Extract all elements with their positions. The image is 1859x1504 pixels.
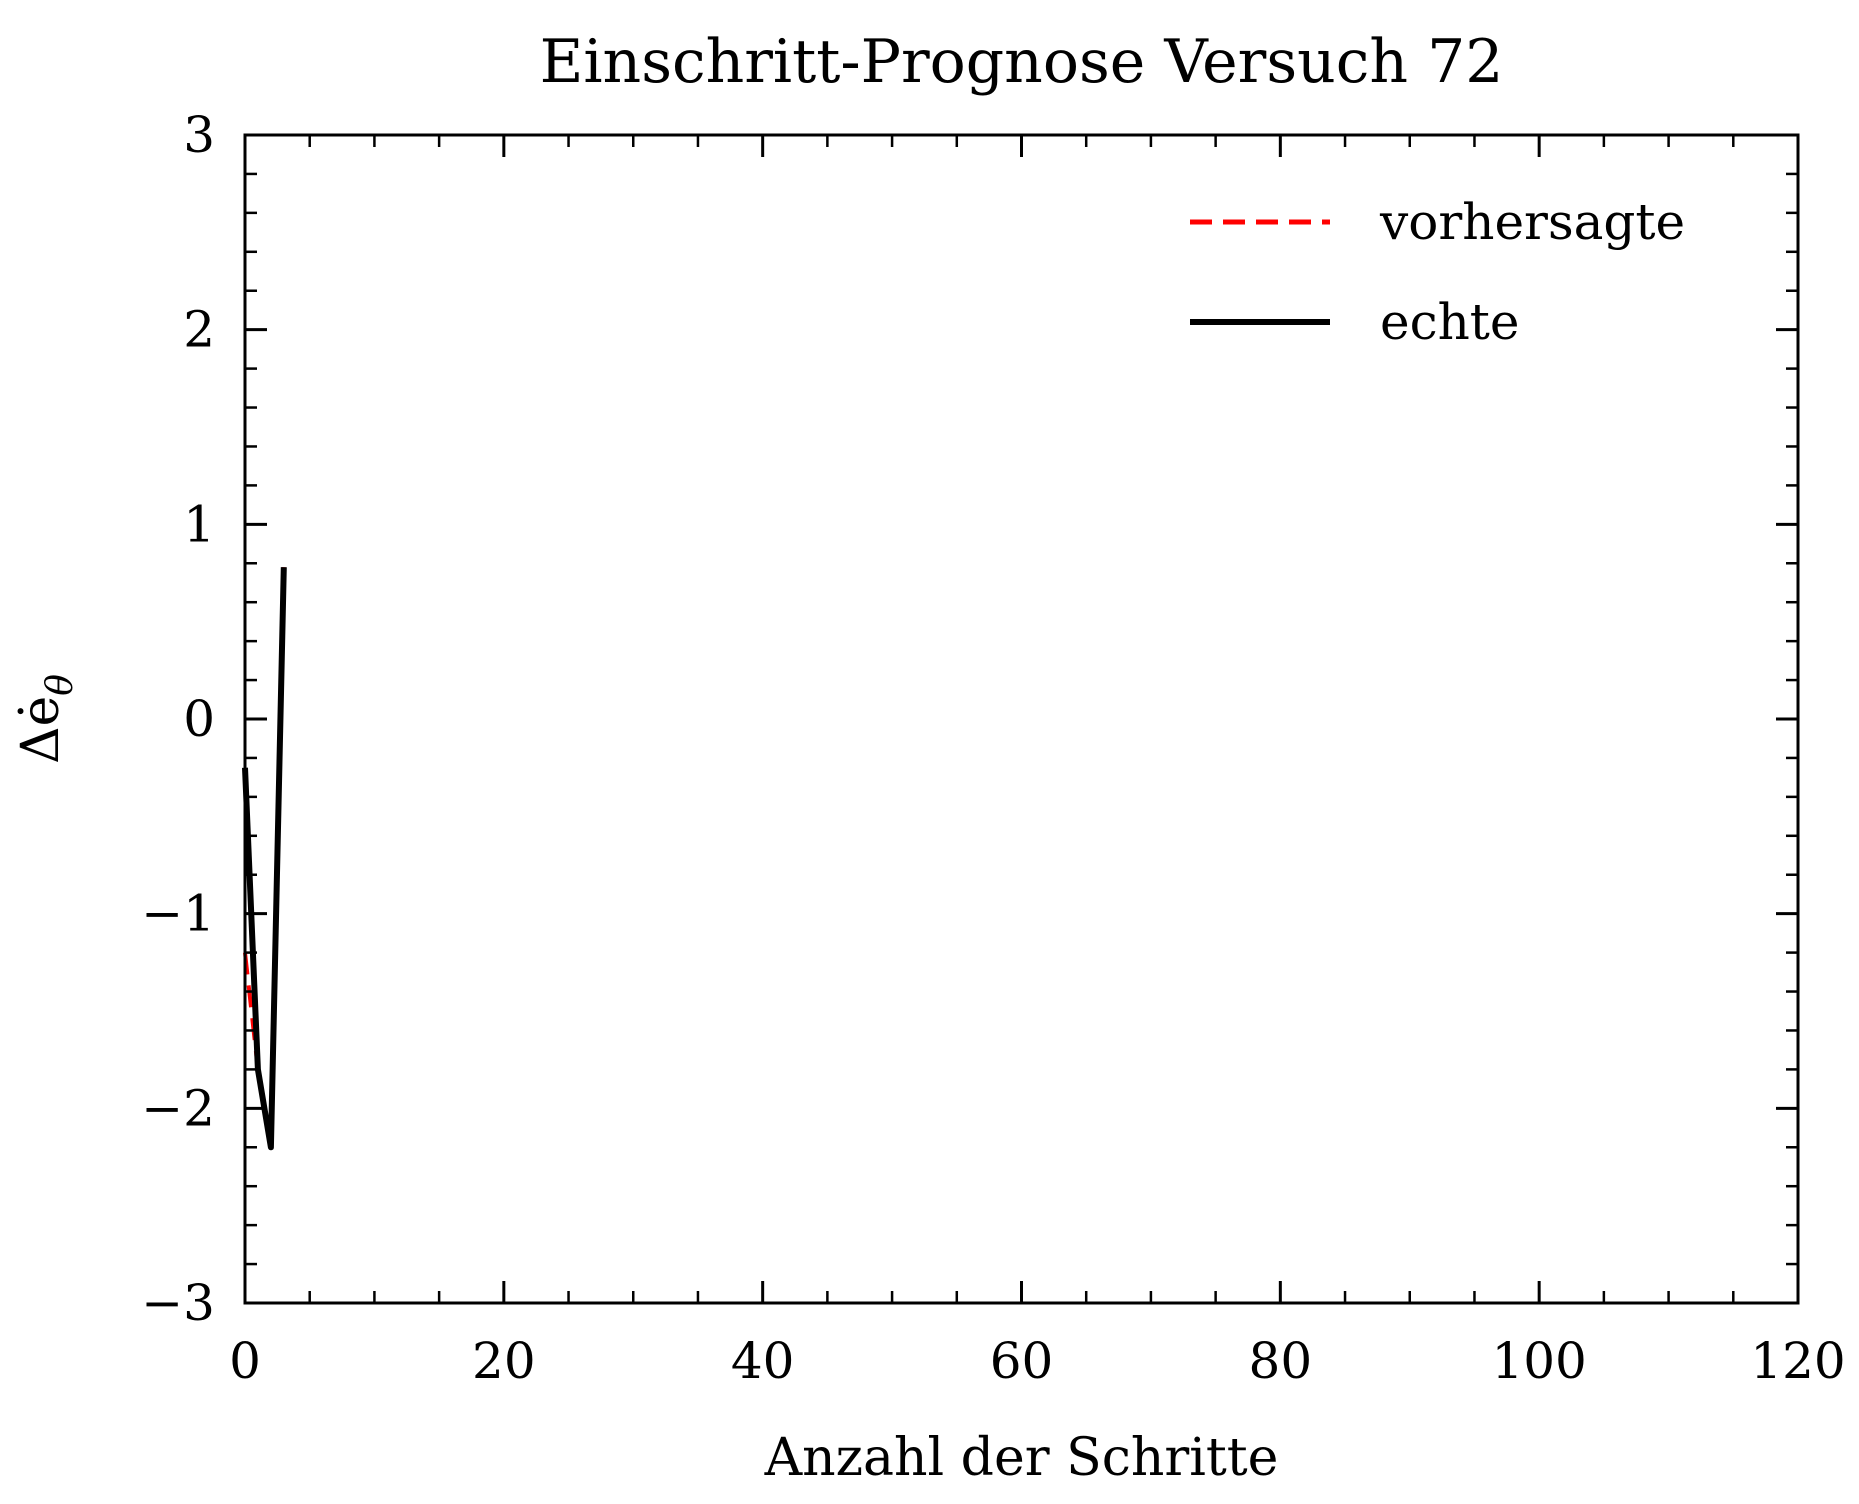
y-tick-label: 3 (183, 106, 215, 164)
series-line-2 (242, 567, 287, 1151)
x-tick-label: 80 (1249, 1332, 1313, 1390)
legend-label-1: vorhersagte (1379, 193, 1685, 251)
x-axis-title: Anzahl der Schritte (764, 1428, 1279, 1488)
y-axis-title-main: Δė (11, 696, 71, 764)
x-tick-label: 100 (1491, 1332, 1586, 1390)
chart-title: Einschritt-Prognose Versuch 72 (540, 27, 1504, 97)
labels-layer: 0 20 40 60 80 100 120 −3 −2 −1 0 1 2 3 (141, 106, 1845, 1390)
ticks-layer (243, 133, 1800, 1305)
y-tick-label: 2 (183, 301, 215, 359)
x-tick-label: 60 (990, 1332, 1054, 1390)
x-tick-label: 0 (229, 1332, 261, 1390)
y-tick-label: 0 (183, 690, 215, 748)
series-layer (242, 567, 287, 1151)
x-tick-label: 40 (731, 1332, 795, 1390)
y-tick-label: −2 (141, 1079, 215, 1137)
legend: vorhersagte echte (1190, 193, 1685, 351)
plot-frame (243, 133, 1800, 1305)
x-tick-label: 120 (1750, 1332, 1845, 1390)
legend-label-2: echte (1380, 293, 1519, 351)
x-tick-label: 20 (472, 1332, 536, 1390)
y-axis-title: Δėθ (11, 674, 81, 764)
y-tick-label: −1 (141, 885, 215, 943)
y-axis-title-subscript: θ (40, 674, 81, 696)
y-tick-label: −3 (141, 1274, 215, 1332)
y-tick-label: 1 (183, 495, 215, 553)
